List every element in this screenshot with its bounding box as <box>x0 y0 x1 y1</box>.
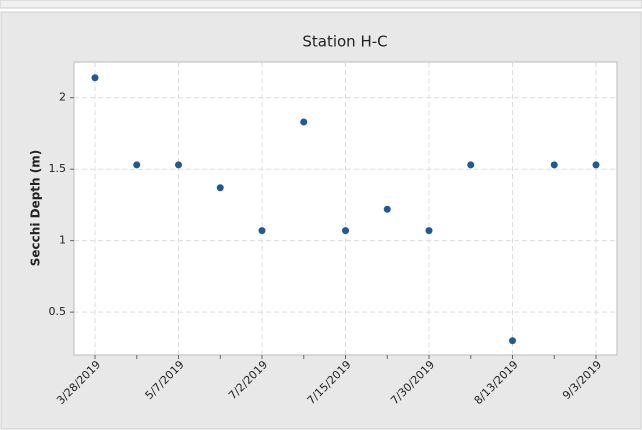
point <box>509 337 516 345</box>
point <box>175 161 182 169</box>
y-tick-label: 0.5 <box>49 305 67 318</box>
y-tick-label: 2 <box>59 91 66 104</box>
point <box>550 161 558 169</box>
y-tick-label: 1.5 <box>49 162 67 175</box>
point <box>592 161 600 169</box>
y-tick-label: 1 <box>59 234 66 247</box>
top-strip <box>0 0 642 9</box>
point <box>258 227 266 235</box>
point <box>133 161 141 169</box>
y-axis-label: Secchi Depth (m) <box>29 150 43 266</box>
point <box>300 118 308 126</box>
point <box>467 161 475 169</box>
point <box>216 184 224 192</box>
point <box>425 227 433 235</box>
point <box>91 74 99 82</box>
chart-title: Station H-C <box>302 33 387 51</box>
point <box>383 205 391 213</box>
point <box>342 227 349 235</box>
